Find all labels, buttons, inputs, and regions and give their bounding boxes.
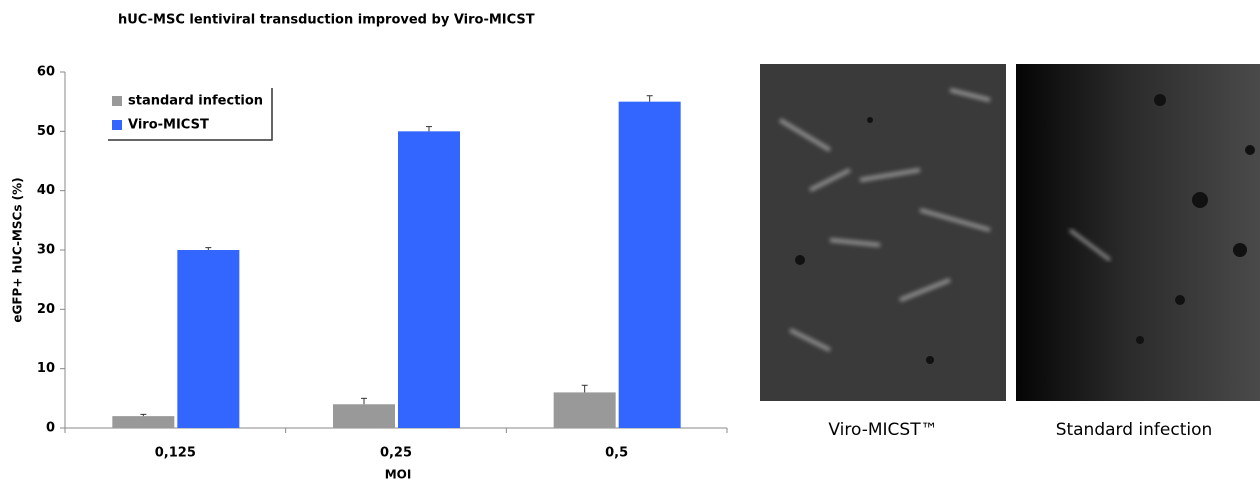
y-tick-label: 30 [37,243,55,258]
y-tick-label: 10 [37,361,55,376]
legend-label: standard infection [128,94,263,109]
bar [177,250,240,428]
legend-swatch [112,120,122,130]
y-tick-label: 20 [37,302,55,317]
y-tick-label: 60 [37,65,55,80]
bar [112,416,175,428]
bar [553,392,616,428]
legend-swatch [112,96,122,106]
x-tick-label: 0,25 [380,446,412,461]
bar [333,404,395,428]
bar [618,101,681,429]
image-caption: Standard infection [1056,420,1213,440]
image-viro [760,64,1006,401]
y-tick-label: 0 [46,421,55,436]
image-standard [1016,64,1260,401]
y-axis-label: eGFP+ hUC-MSCs (%) [11,177,25,322]
x-axis-label: MOI [385,468,412,482]
x-tick-label: 0,125 [155,446,196,461]
chart-title: hUC-MSC lentiviral transduction improved… [118,13,535,28]
x-tick-label: 0,5 [605,446,628,461]
y-tick-label: 40 [37,183,55,198]
legend-border [108,88,273,141]
image-caption: Viro-MICST™ [828,420,937,440]
bar [398,131,460,429]
legend-label: Viro-MICST [128,118,209,133]
y-tick-label: 50 [37,124,55,139]
